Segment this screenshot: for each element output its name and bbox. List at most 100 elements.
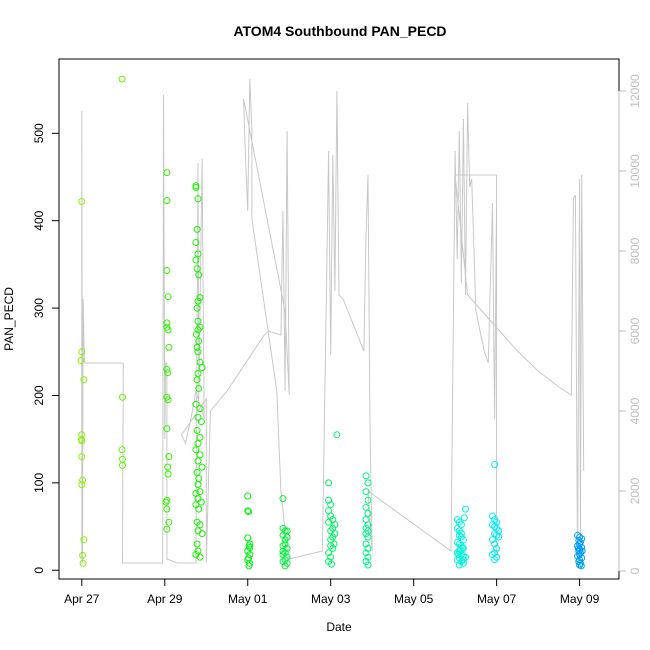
- data-point: [194, 547, 202, 555]
- data-point: [163, 365, 171, 373]
- data-point: [577, 562, 585, 570]
- data-point: [491, 549, 499, 557]
- data-point: [192, 400, 200, 408]
- data-point: [193, 343, 201, 351]
- data-point: [194, 297, 202, 305]
- data-point: [196, 553, 204, 561]
- y-axis-label: PAN_PECD: [2, 287, 16, 351]
- data-point: [79, 476, 87, 484]
- data-point: [281, 562, 289, 570]
- x-tick-label: May 07: [477, 592, 517, 606]
- data-point: [194, 348, 202, 356]
- data-point: [491, 461, 499, 468]
- data-point: [491, 530, 499, 538]
- data-point: [325, 518, 333, 526]
- data-point: [489, 521, 496, 529]
- y-tick-label: 100: [32, 473, 46, 493]
- data-point: [196, 488, 204, 496]
- data-point: [246, 544, 254, 551]
- data-point: [192, 184, 200, 191]
- data-point: [165, 518, 173, 526]
- data-point: [245, 562, 253, 570]
- data-point: [78, 453, 86, 461]
- y2-tick-label: 12000: [628, 74, 642, 108]
- data-point: [164, 293, 172, 301]
- data-point: [78, 481, 86, 489]
- altitude-series: [81, 78, 585, 564]
- data-point: [79, 559, 87, 567]
- y-tick-label: 300: [32, 298, 46, 318]
- data-point: [80, 536, 88, 544]
- data-point: [164, 470, 172, 478]
- data-point: [79, 551, 87, 559]
- data-point: [193, 304, 201, 312]
- data-point: [574, 531, 581, 539]
- data-point: [197, 418, 205, 426]
- data-point: [162, 498, 170, 506]
- data-point: [328, 560, 335, 568]
- data-point: [460, 514, 468, 522]
- data-point: [164, 326, 172, 334]
- data-point: [576, 533, 584, 541]
- chart-title: ATOM4 Southbound PAN_PECD: [233, 23, 446, 39]
- data-point: [325, 479, 333, 487]
- data-point: [195, 385, 203, 392]
- x-tick-label: Apr 27: [64, 592, 100, 606]
- data-point: [364, 479, 372, 487]
- data-point: [163, 169, 171, 177]
- data-point: [193, 468, 201, 476]
- data-point: [244, 492, 252, 500]
- data-point: [195, 505, 203, 513]
- data-point: [362, 503, 370, 511]
- data-point: [163, 197, 171, 205]
- data-point: [362, 540, 370, 548]
- data-point: [164, 396, 172, 404]
- data-point: [194, 481, 202, 489]
- data-point: [325, 549, 333, 557]
- data-point: [327, 501, 335, 509]
- data-point: [196, 294, 204, 302]
- data-point: [194, 317, 202, 325]
- data-point: [459, 559, 467, 567]
- data-point: [364, 510, 372, 517]
- y-tick-label: 200: [32, 385, 46, 405]
- data-point: [455, 561, 463, 569]
- data-point: [495, 533, 503, 541]
- data-point: [455, 551, 462, 558]
- data-point: [493, 531, 501, 539]
- x-tick-label: May 03: [311, 592, 351, 606]
- data-point: [196, 451, 204, 459]
- y2-tick-label: 8000: [628, 237, 642, 264]
- data-point: [194, 440, 202, 447]
- data-point: [194, 457, 202, 465]
- data-point: [192, 330, 200, 338]
- data-point: [194, 195, 202, 203]
- data-point: [362, 549, 370, 557]
- y-tick-label: 400: [32, 210, 46, 230]
- data-point: [194, 326, 202, 334]
- data-point: [364, 533, 372, 541]
- data-point: [163, 505, 171, 513]
- data-point: [245, 508, 253, 516]
- data-point: [459, 556, 467, 564]
- data-point: [244, 534, 252, 542]
- data-point: [80, 376, 88, 384]
- x-tick-label: May 09: [560, 592, 600, 606]
- data-point: [78, 437, 86, 445]
- data-point: [333, 431, 341, 439]
- data-point: [489, 536, 496, 544]
- data-point: [327, 512, 335, 520]
- data-point: [491, 540, 499, 548]
- data-point: [325, 496, 333, 504]
- data-point: [491, 523, 499, 531]
- data-point: [574, 552, 581, 560]
- data-point: [459, 536, 467, 544]
- data-point: [362, 558, 370, 565]
- data-point: [163, 267, 171, 274]
- data-point: [118, 446, 126, 454]
- data-point: [329, 544, 337, 552]
- data-point: [198, 364, 206, 371]
- pan-pecd-series: [77, 75, 586, 570]
- data-point: [362, 488, 370, 496]
- data-point: [362, 530, 370, 538]
